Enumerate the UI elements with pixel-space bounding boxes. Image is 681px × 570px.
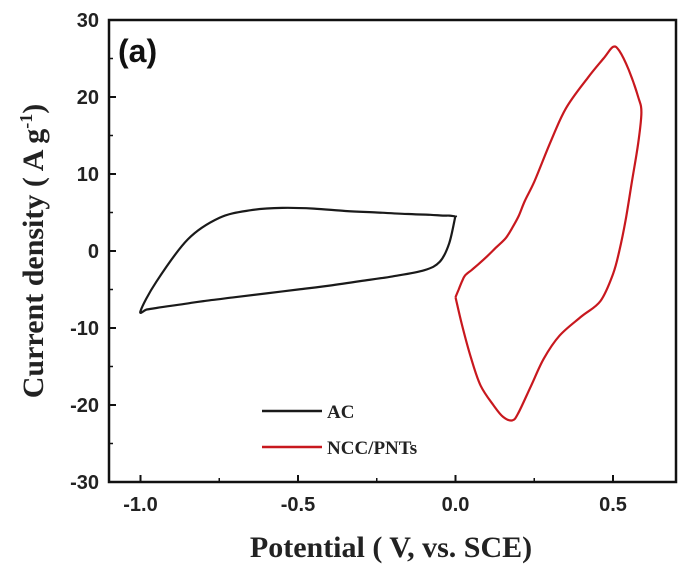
x-tick-label: -1.0 (123, 494, 157, 516)
x-tick-label: 0.0 (442, 494, 470, 516)
y-tick-label: 10 (77, 164, 99, 186)
plot-frame (107, 18, 678, 484)
y-tick-label: -20 (70, 395, 99, 417)
y-tick-label: 0 (88, 241, 99, 263)
panel-label: (a) (118, 33, 157, 69)
x-axis-title: Potential ( V, vs. SCE) (250, 531, 532, 564)
y-axis-title-main: Current density ( A g (17, 129, 50, 398)
series-line-ncc-pnts (454, 45, 643, 422)
legend-label-nccpnts: NCC/PNTs (327, 438, 417, 459)
x-tick-label: 0.5 (599, 494, 627, 516)
x-ticks: -1.0 -0.5 0.0 0.5 (123, 475, 627, 516)
y-tick-label: 30 (77, 10, 99, 32)
y-tick-label: -30 (70, 472, 99, 494)
y-axis-title: Current density ( A g-1) (16, 104, 50, 398)
y-axis-title-end: ) (17, 104, 50, 114)
x-tick-label: -0.5 (281, 494, 315, 516)
y-ticks: -30 -20 -10 0 10 20 30 (70, 10, 116, 494)
legend-label-ac: AC (327, 402, 354, 423)
series-lines (139, 45, 643, 422)
y-tick-label: 20 (77, 87, 99, 109)
series-line-ac (139, 206, 458, 314)
y-tick-label: -10 (70, 318, 99, 340)
y-axis-title-sup: -1 (16, 114, 36, 129)
legend: AC NCC/PNTs (262, 402, 417, 459)
